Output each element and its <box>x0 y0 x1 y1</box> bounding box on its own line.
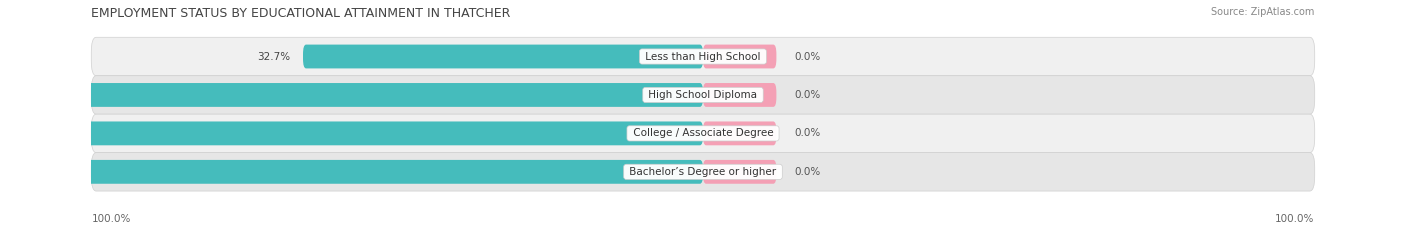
FancyBboxPatch shape <box>703 83 776 107</box>
FancyBboxPatch shape <box>91 37 1315 76</box>
FancyBboxPatch shape <box>304 45 703 69</box>
FancyBboxPatch shape <box>91 114 1315 153</box>
Text: Bachelor’s Degree or higher: Bachelor’s Degree or higher <box>626 167 780 177</box>
Text: Less than High School: Less than High School <box>643 51 763 62</box>
FancyBboxPatch shape <box>91 76 1315 114</box>
FancyBboxPatch shape <box>0 160 703 184</box>
Text: EMPLOYMENT STATUS BY EDUCATIONAL ATTAINMENT IN THATCHER: EMPLOYMENT STATUS BY EDUCATIONAL ATTAINM… <box>91 7 510 20</box>
FancyBboxPatch shape <box>0 121 703 145</box>
Text: 0.0%: 0.0% <box>794 51 821 62</box>
FancyBboxPatch shape <box>91 153 1315 191</box>
Text: 0.0%: 0.0% <box>794 167 821 177</box>
Text: High School Diploma: High School Diploma <box>645 90 761 100</box>
Text: 100.0%: 100.0% <box>91 214 131 224</box>
Text: 100.0%: 100.0% <box>1275 214 1315 224</box>
FancyBboxPatch shape <box>703 45 776 69</box>
Text: 32.7%: 32.7% <box>257 51 291 62</box>
FancyBboxPatch shape <box>703 121 776 145</box>
Text: Source: ZipAtlas.com: Source: ZipAtlas.com <box>1211 7 1315 17</box>
FancyBboxPatch shape <box>0 83 703 107</box>
FancyBboxPatch shape <box>703 160 776 184</box>
Text: 0.0%: 0.0% <box>794 90 821 100</box>
Text: 0.0%: 0.0% <box>794 128 821 138</box>
Text: College / Associate Degree: College / Associate Degree <box>630 128 776 138</box>
